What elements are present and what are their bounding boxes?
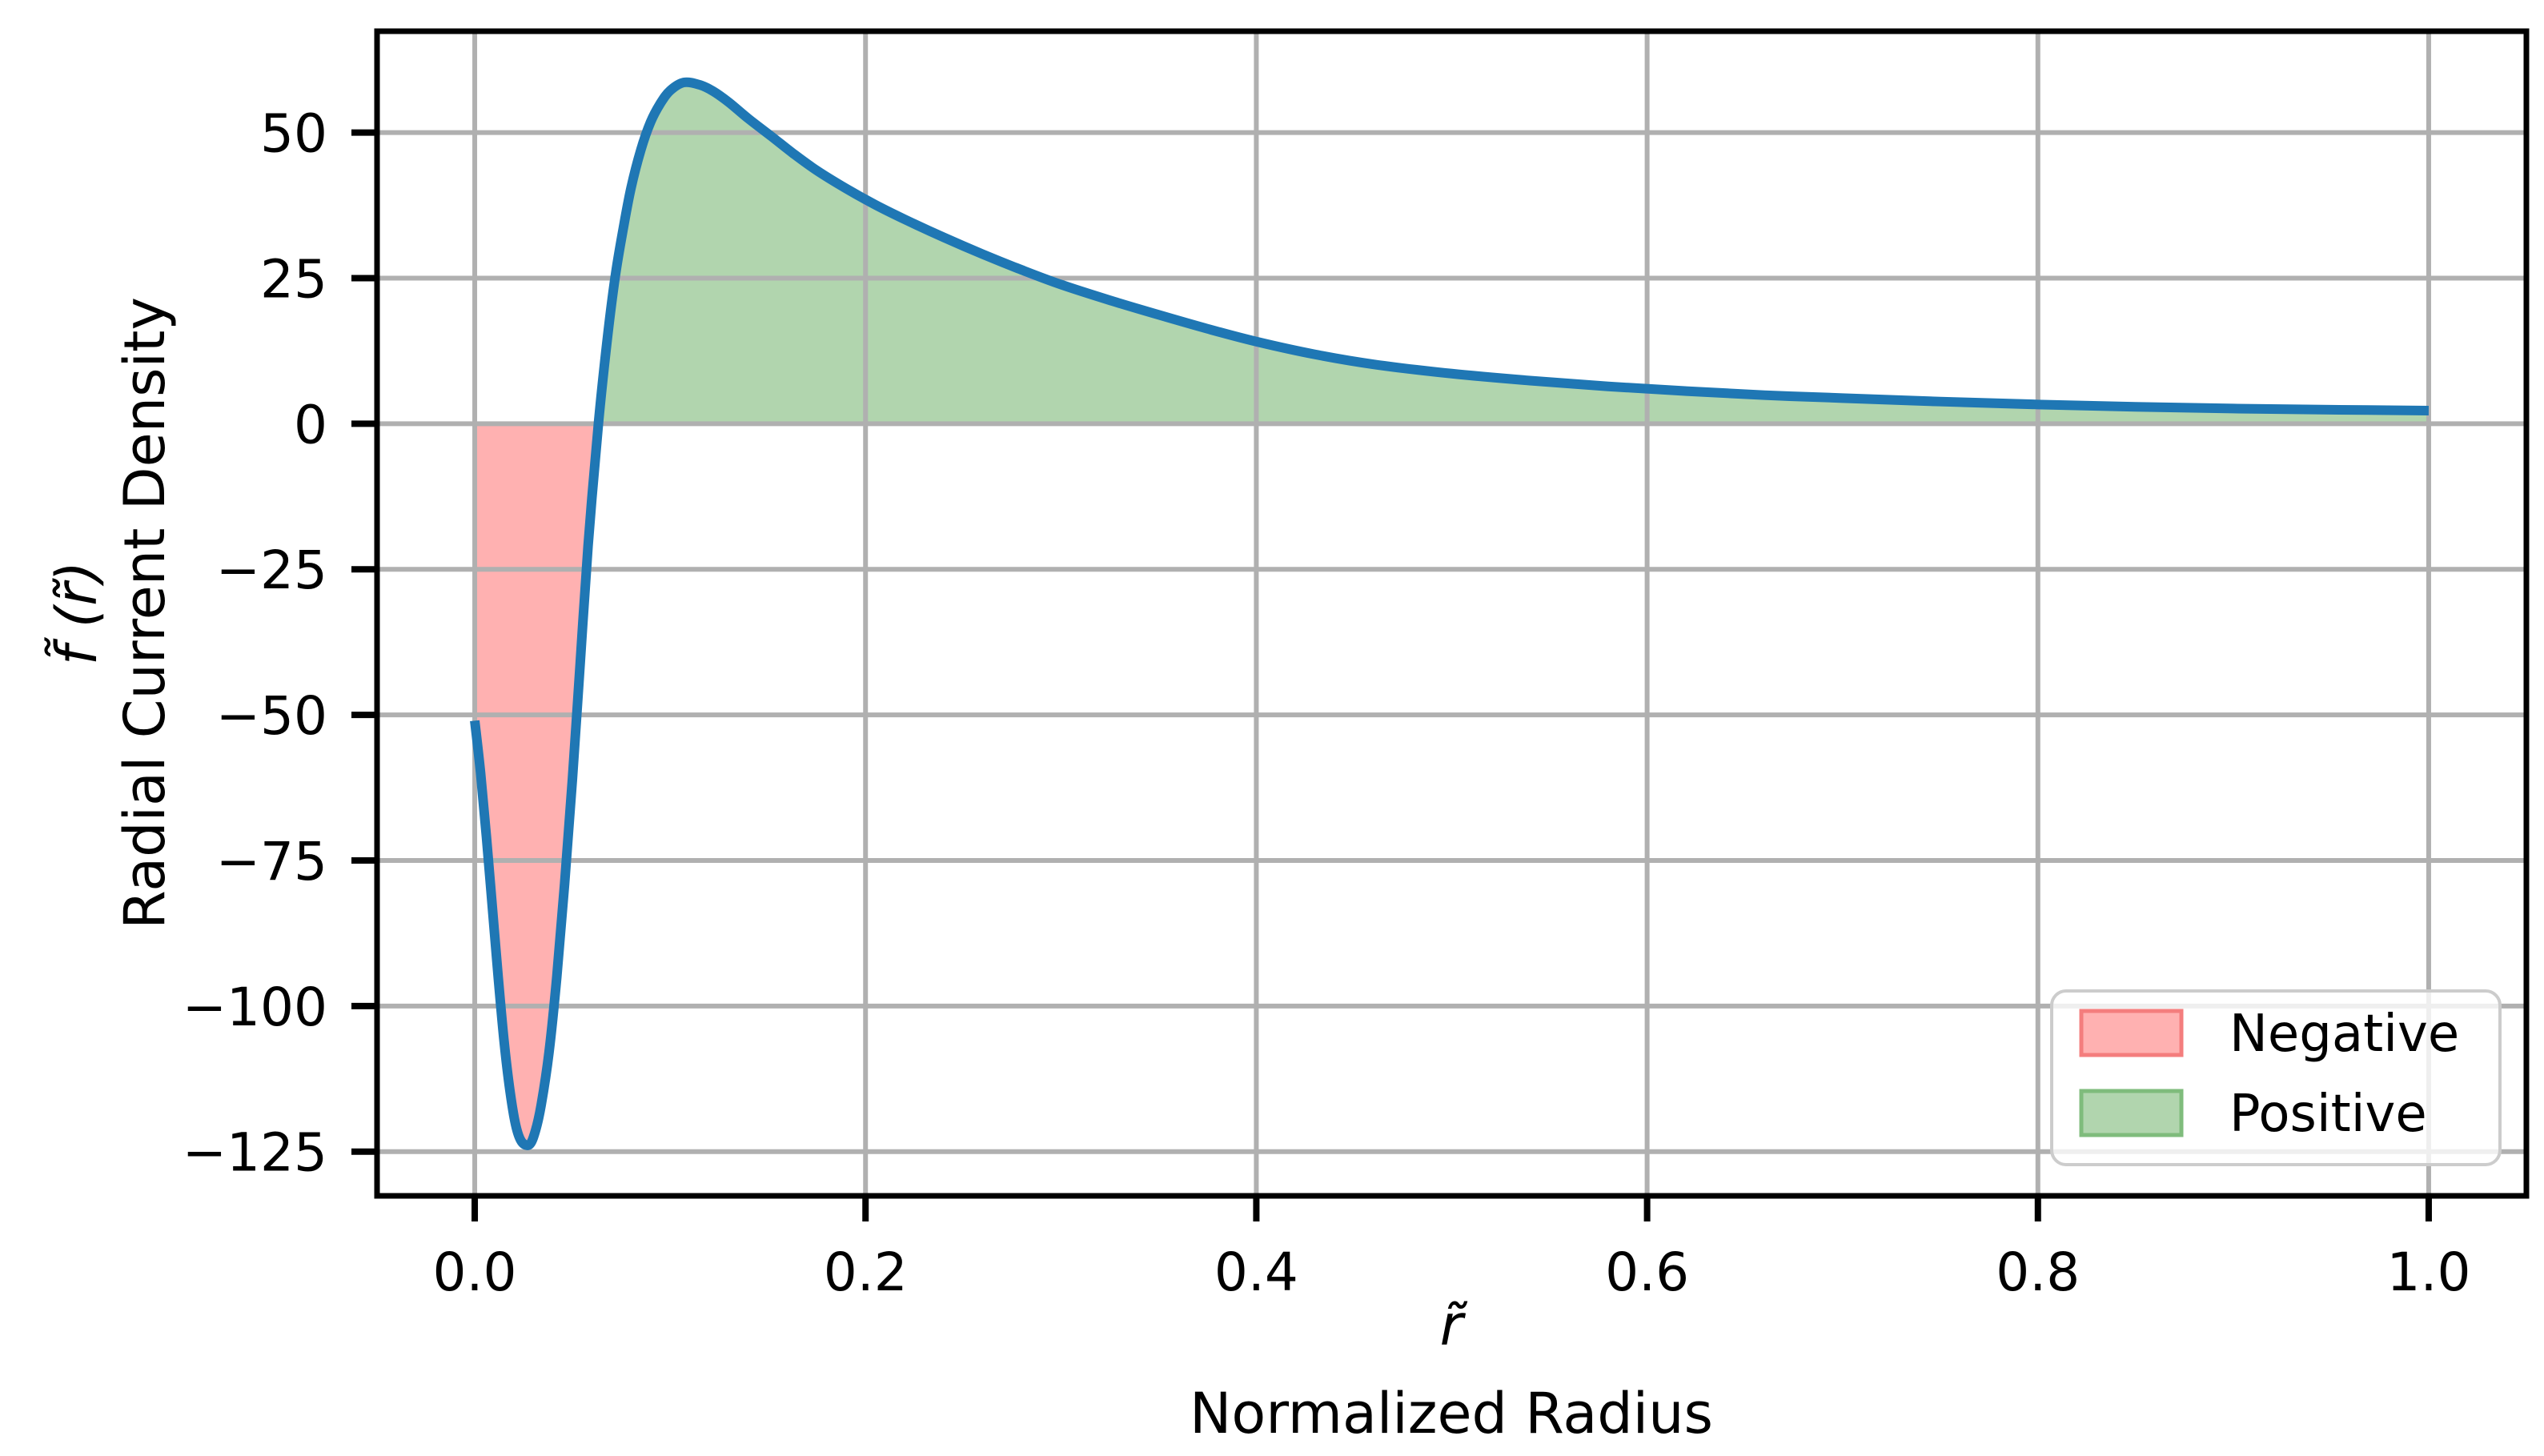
tick-marks — [351, 129, 2432, 1221]
positive-area — [598, 82, 2429, 424]
negative-area — [475, 423, 599, 1145]
x-tick-label: 0.6 — [1605, 1241, 1689, 1303]
y-axis-label: Radial Current Density — [112, 297, 178, 929]
legend: Negative Positive — [2050, 989, 2502, 1166]
x-tick-label: 1.0 — [2386, 1241, 2470, 1303]
y-tick-label: −75 — [216, 831, 327, 892]
x-tick-label: 0.0 — [433, 1241, 517, 1303]
x-tick-label: 0.2 — [824, 1241, 908, 1303]
x-axis-label: Normalized Radius — [1190, 1381, 1713, 1446]
legend-swatch-positive — [2079, 1089, 2184, 1137]
y-tick-label: −125 — [183, 1122, 327, 1184]
legend-label-negative: Negative — [2229, 1005, 2459, 1064]
gridlines — [377, 31, 2526, 1196]
x-tick-label: 0.4 — [1214, 1241, 1298, 1303]
y-tick-label: 25 — [260, 248, 327, 310]
y-tick-label: −25 — [216, 539, 327, 601]
radial-current-density-curve — [470, 77, 2430, 1150]
x-axis-label-math: r̃ — [1440, 1293, 1468, 1358]
y-tick-label: −100 — [183, 977, 327, 1038]
legend-label-positive: Positive — [2229, 1085, 2427, 1144]
x-tick-label: 0.8 — [1996, 1241, 2080, 1303]
y-tick-labels: 50 25 0 −25 −50 −75 −100 −125 — [183, 103, 327, 1184]
x-tick-labels: 0.0 0.2 0.4 0.6 0.8 1.0 — [433, 1241, 2471, 1303]
y-tick-label: 0 — [294, 394, 327, 455]
legend-swatch-negative — [2079, 1009, 2184, 1057]
shaded-regions — [475, 82, 2429, 1145]
y-axis-label-math: f̃ (r̃) — [44, 561, 110, 665]
y-tick-label: −50 — [216, 685, 327, 747]
y-tick-label: 50 — [260, 103, 327, 165]
axes-border — [374, 28, 2530, 1199]
